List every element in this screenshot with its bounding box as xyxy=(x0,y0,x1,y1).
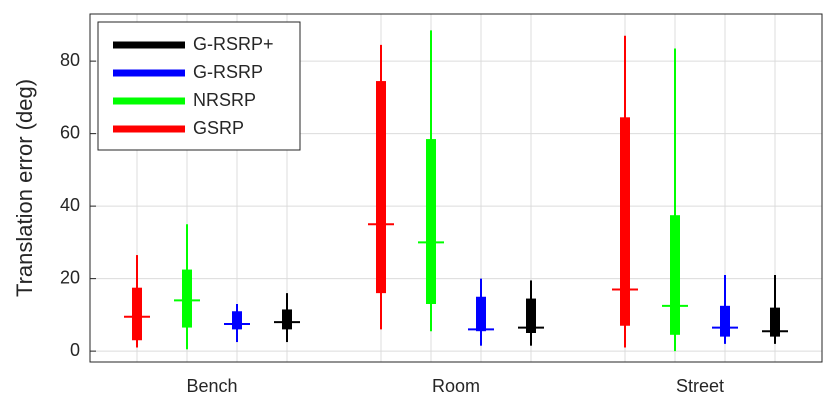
legend-label: GSRP xyxy=(193,118,244,138)
box xyxy=(282,309,292,330)
legend-label: G-RSRP xyxy=(193,62,263,82)
x-tick-label: Street xyxy=(676,376,724,396)
x-tick-label: Room xyxy=(432,376,480,396)
legend-label: NRSRP xyxy=(193,90,256,110)
y-tick-label: 40 xyxy=(60,195,80,215)
box xyxy=(132,287,142,341)
box xyxy=(620,117,630,326)
y-tick-label: 60 xyxy=(60,122,80,142)
legend-label: G-RSRP+ xyxy=(193,34,274,54)
box xyxy=(232,311,242,330)
box xyxy=(720,305,730,337)
box xyxy=(476,296,486,332)
box xyxy=(526,298,536,333)
x-tick-label: Bench xyxy=(186,376,237,396)
plot-frame xyxy=(89,13,823,363)
box xyxy=(376,81,386,294)
y-tick-label: 80 xyxy=(60,50,80,70)
y-tick-label: 20 xyxy=(60,267,80,287)
y-axis-label: Translation error (deg) xyxy=(12,79,37,297)
box xyxy=(770,307,780,337)
y-tick-label: 0 xyxy=(70,340,80,360)
box xyxy=(426,139,436,304)
box xyxy=(670,215,680,335)
box xyxy=(182,269,192,328)
